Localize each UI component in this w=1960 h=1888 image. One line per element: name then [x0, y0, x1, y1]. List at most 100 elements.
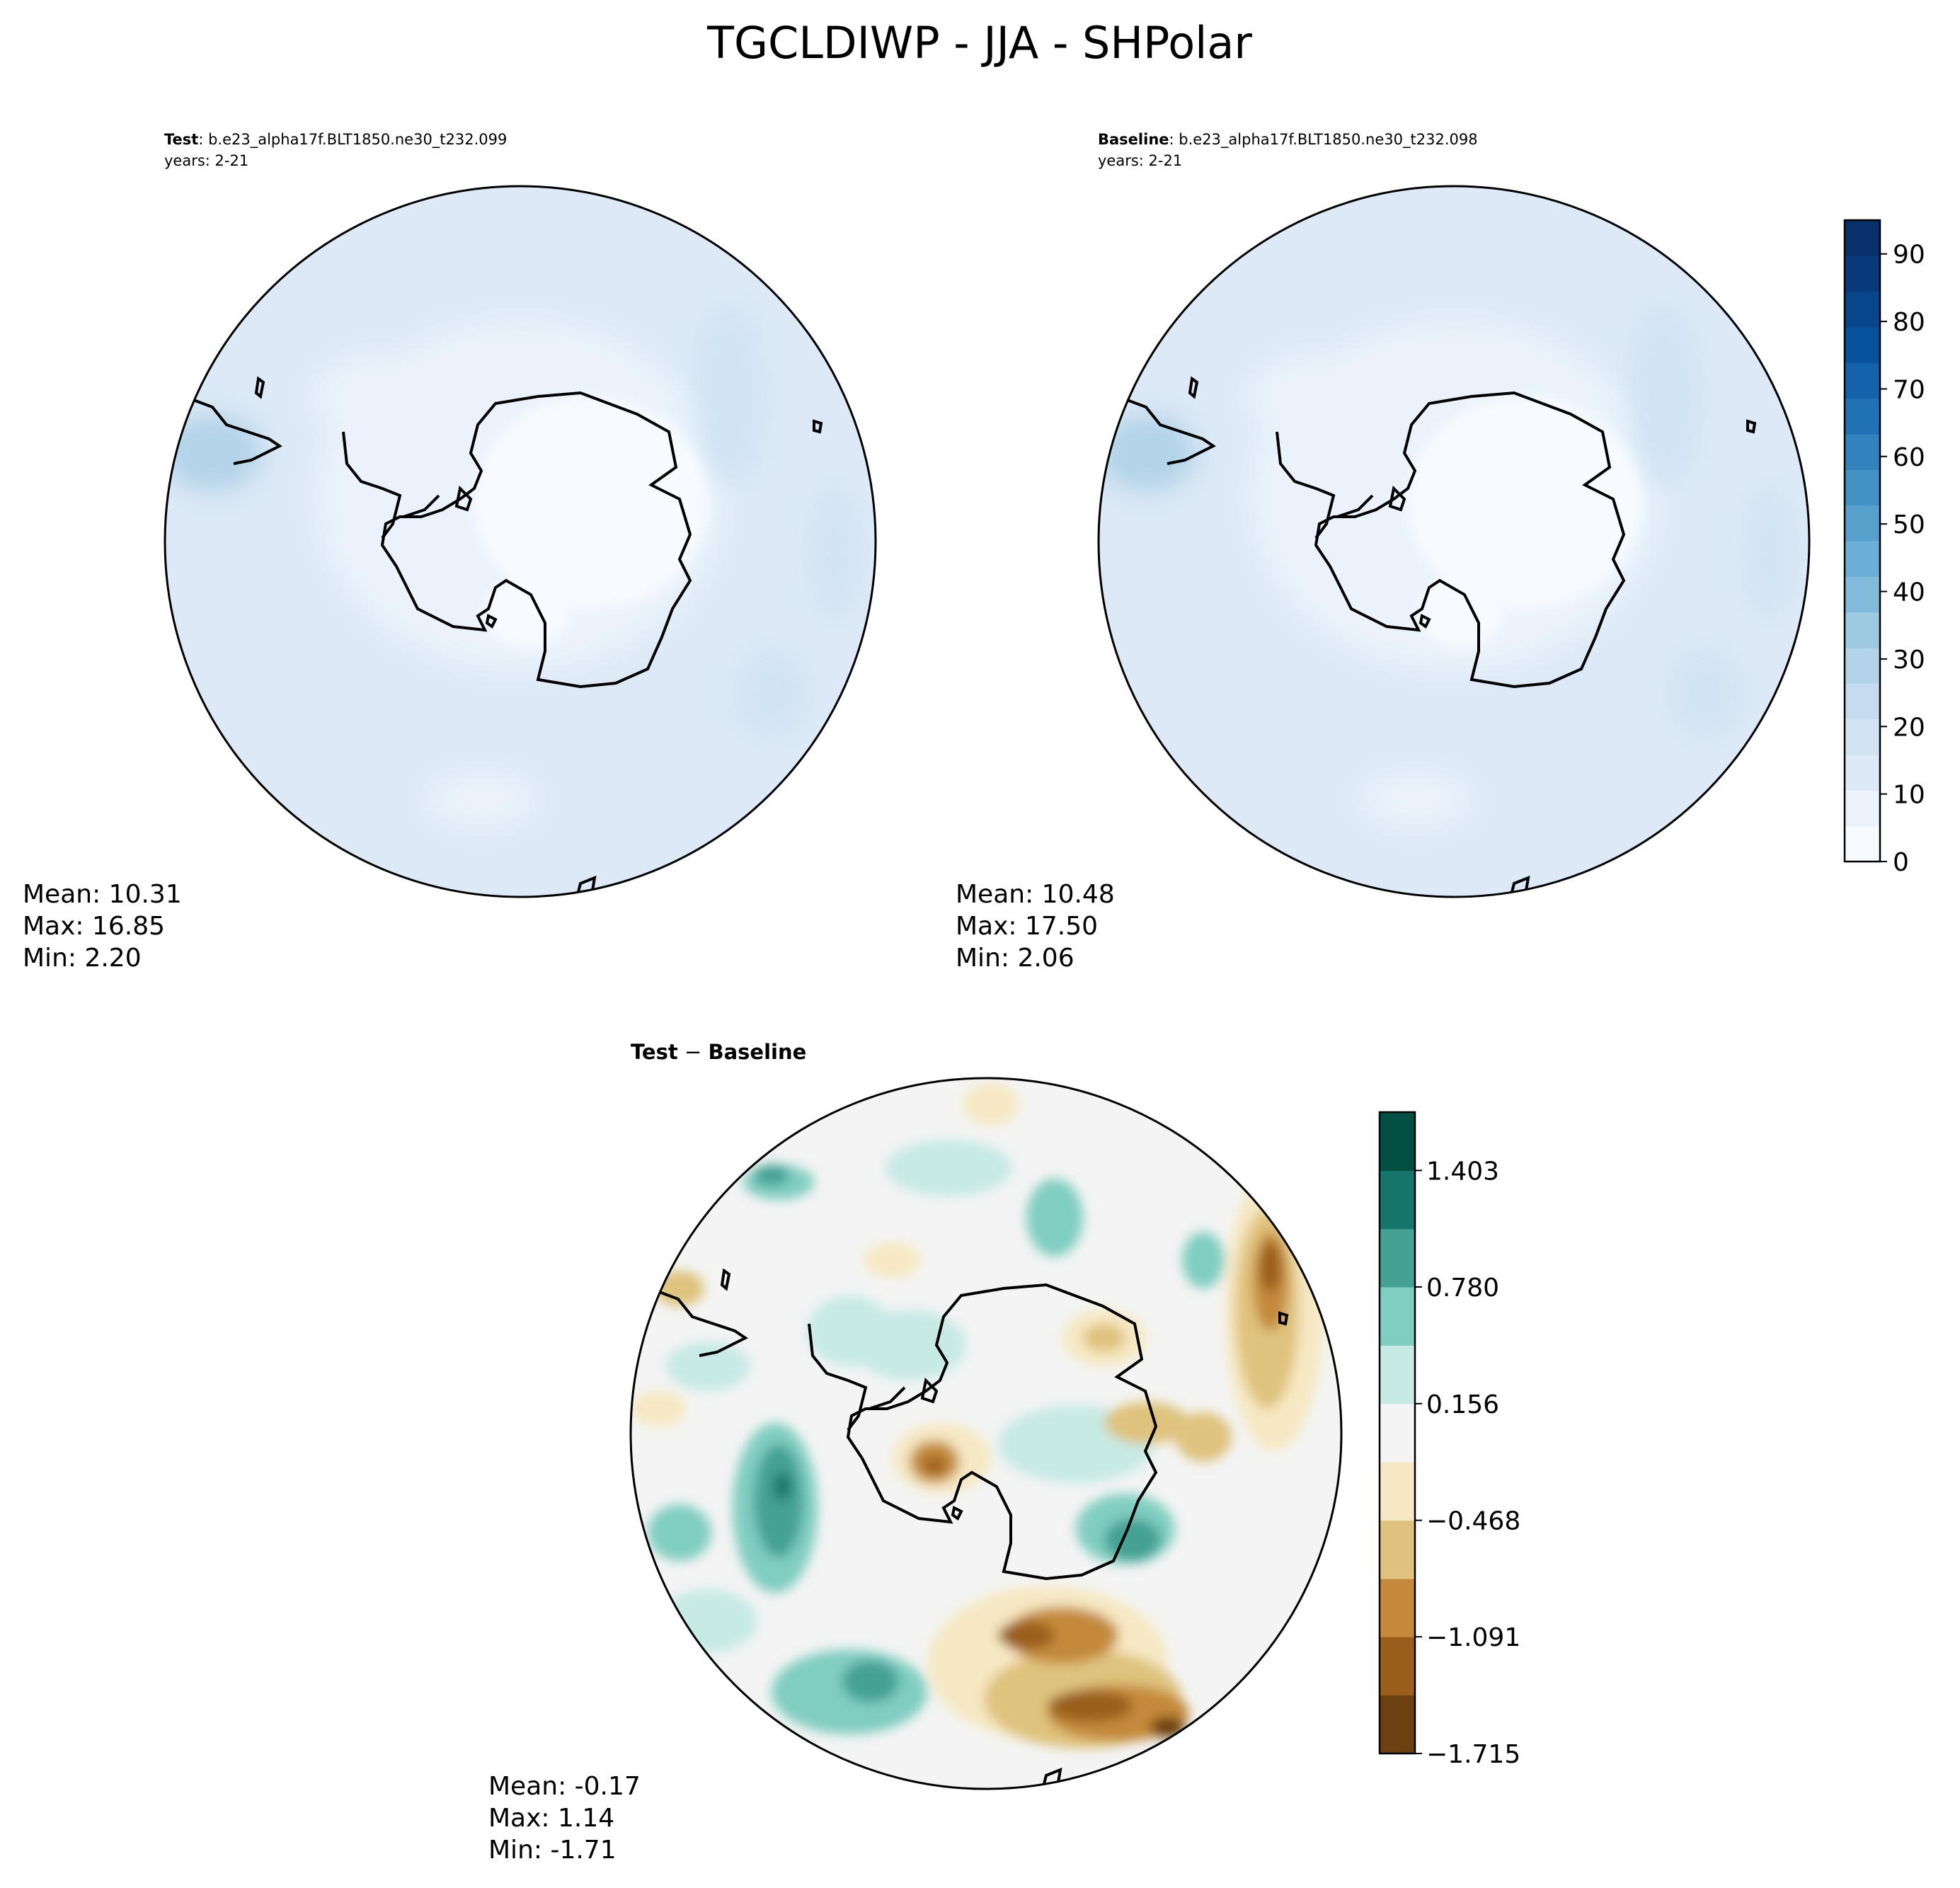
diff-colorbar-tick-label: 0.780 — [1426, 1274, 1499, 1303]
abs-colorbar-block — [1845, 648, 1880, 684]
abs-colorbar-block — [1845, 220, 1880, 256]
test-antarctica-coast — [380, 391, 692, 689]
diff-colorbar-tick-label: 0.156 — [1426, 1390, 1499, 1419]
diff-colorbar-block — [1380, 1345, 1415, 1404]
test-south-america — [183, 395, 282, 465]
test-max: Max: 16.85 — [23, 912, 165, 941]
diff-title-baseline: Baseline — [708, 1040, 806, 1064]
abs-colorbar-block — [1845, 398, 1880, 435]
diff-colorbar-block — [1380, 1520, 1415, 1579]
abs-colorbar-block — [1845, 683, 1880, 720]
abs-colorbar-tick-label: 20 — [1893, 713, 1925, 742]
abs-colorbar-tick-label: 50 — [1893, 510, 1925, 539]
test-label-bold: Test — [164, 131, 198, 148]
test-map — [165, 186, 876, 897]
abs-colorbar: 0 10 20 30 40 50 60 70 80 90 — [1843, 219, 1925, 877]
abs-colorbar-block — [1845, 362, 1880, 399]
test-mean: Mean: 10.31 — [23, 880, 182, 909]
diff-colorbar-blocks — [1380, 1112, 1415, 1754]
diff-colorbar-block — [1380, 1112, 1415, 1171]
diff-colorbar-block — [1380, 1579, 1415, 1637]
baseline-max: Max: 17.50 — [956, 912, 1098, 941]
baseline-years: years: 2-21 — [1098, 152, 1182, 169]
test-peninsula — [342, 431, 440, 539]
abs-colorbar-block — [1845, 327, 1880, 363]
diff-panel: Test − Baseline — [488, 1040, 1343, 1865]
abs-colorbar-block — [1845, 612, 1880, 648]
test-panel: Test: b.e23_alpha17f.BLT1850.ne30_t232.0… — [23, 131, 877, 973]
diff-colorbar-frame — [1378, 1111, 1416, 1755]
abs-colorbar-ticks: 0 10 20 30 40 50 60 70 80 90 — [1880, 241, 1925, 877]
abs-colorbar-tick-label: 70 — [1893, 375, 1925, 404]
diff-map — [631, 1078, 1341, 1789]
abs-colorbar-blocks — [1845, 220, 1880, 862]
diff-peninsula — [808, 1323, 906, 1431]
diff-mean: Mean: -0.17 — [488, 1772, 641, 1801]
test-label-case: : b.e23_alpha17f.BLT1850.ne30_t232.099 — [198, 131, 507, 149]
diff-colorbar-block — [1380, 1170, 1415, 1230]
baseline-peninsula — [1276, 431, 1374, 539]
abs-colorbar-tick-label: 40 — [1893, 578, 1925, 607]
baseline-min: Min: 2.06 — [956, 944, 1074, 973]
baseline-label-case: : b.e23_alpha17f.BLT1850.ne30_t232.098 — [1169, 131, 1478, 149]
figure-title: TGCLDIWP - JJA - SHPolar — [706, 17, 1252, 69]
baseline-mean: Mean: 10.48 — [956, 880, 1115, 909]
diff-coastlines — [649, 1268, 1289, 1789]
baseline-panel-label: Baseline: b.e23_alpha17f.BLT1850.ne30_t2… — [1098, 131, 1478, 149]
abs-colorbar-block — [1845, 755, 1880, 791]
abs-colorbar-block — [1845, 434, 1880, 470]
test-stats: Mean: 10.31 Max: 16.85 Min: 2.20 — [23, 880, 182, 973]
baseline-label-bold: Baseline — [1098, 131, 1169, 148]
abs-colorbar-tick-label: 60 — [1893, 443, 1925, 472]
diff-max: Max: 1.14 — [488, 1804, 614, 1833]
diff-colorbar-block — [1380, 1637, 1415, 1696]
baseline-stats: Mean: 10.48 Max: 17.50 Min: 2.06 — [956, 880, 1115, 973]
diff-map-background — [631, 1078, 1341, 1789]
abs-colorbar-tick-label: 90 — [1893, 241, 1925, 270]
diff-colorbar: 1.403 0.780 0.156 −0.468 −1.091 −1.715 — [1378, 1111, 1520, 1769]
diff-colorbar-block — [1380, 1286, 1415, 1346]
test-panel-label: Test: b.e23_alpha17f.BLT1850.ne30_t232.0… — [164, 131, 507, 149]
diff-colorbar-block — [1380, 1695, 1415, 1754]
diff-colorbar-tick-label: −1.715 — [1426, 1740, 1520, 1769]
diff-colorbar-block — [1380, 1462, 1415, 1521]
abs-colorbar-block — [1845, 576, 1880, 613]
baseline-map-frame — [1097, 185, 1811, 898]
diff-stats: Mean: -0.17 Max: 1.14 Min: -1.71 — [488, 1772, 641, 1865]
baseline-map — [1099, 186, 1809, 897]
abs-colorbar-block — [1845, 256, 1880, 292]
abs-colorbar-frame — [1843, 219, 1881, 863]
diff-colorbar-tick-label: 1.403 — [1426, 1157, 1499, 1186]
abs-colorbar-tick-label: 30 — [1893, 646, 1925, 675]
abs-colorbar-tick-label: 0 — [1893, 848, 1909, 877]
abs-colorbar-block — [1845, 291, 1880, 328]
diff-south-america — [649, 1287, 748, 1357]
abs-colorbar-block — [1845, 719, 1880, 755]
diff-antarctica-coast — [846, 1283, 1158, 1581]
test-min: Min: 2.20 — [23, 944, 142, 973]
diff-colorbar-ticks: 1.403 0.780 0.156 −0.468 −1.091 −1.715 — [1415, 1157, 1520, 1769]
baseline-coastlines — [1117, 376, 1757, 897]
baseline-south-america — [1117, 395, 1216, 465]
test-years: years: 2-21 — [164, 152, 248, 169]
test-map-frame — [164, 185, 877, 898]
abs-colorbar-block — [1845, 790, 1880, 827]
diff-colorbar-block — [1380, 1403, 1415, 1463]
diff-colorbar-tick-label: −1.091 — [1426, 1623, 1520, 1652]
diff-colorbar-block — [1380, 1228, 1415, 1288]
diff-min: Min: -1.71 — [488, 1836, 617, 1865]
diff-title-test: Test — [631, 1040, 678, 1064]
abs-colorbar-tick-label: 10 — [1893, 781, 1925, 810]
abs-colorbar-tick-label: 80 — [1893, 308, 1925, 337]
diff-title: Test − Baseline — [631, 1040, 806, 1064]
abs-colorbar-block — [1845, 825, 1880, 862]
abs-colorbar-block — [1845, 541, 1880, 577]
diff-colorbar-tick-label: −0.468 — [1426, 1507, 1520, 1536]
abs-colorbar-block — [1845, 505, 1880, 542]
baseline-antarctica-coast — [1314, 391, 1626, 689]
diff-title-op: − — [678, 1040, 709, 1064]
baseline-panel: Baseline: b.e23_alpha17f.BLT1850.ne30_t2… — [956, 131, 1811, 973]
diff-map-frame — [629, 1077, 1343, 1790]
abs-colorbar-block — [1845, 469, 1880, 506]
